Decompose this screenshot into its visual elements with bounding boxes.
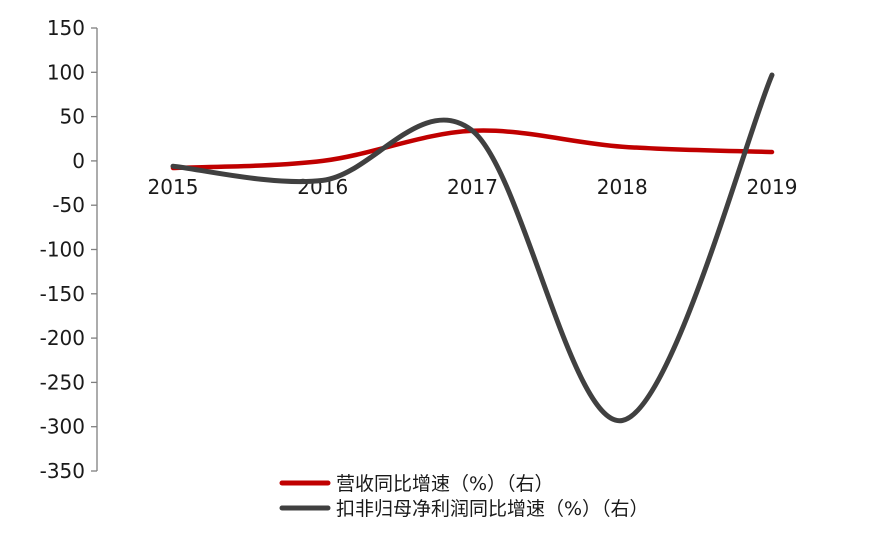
- y-tick-label-neg200: -200: [40, 326, 85, 350]
- x-category-label-2019: 2019: [747, 175, 798, 199]
- x-axis-category-labels: 2015 2016 2017 2018 2019: [148, 175, 798, 199]
- y-tick-label-neg300: -300: [40, 415, 85, 439]
- y-axis-tick-labels: 150 100 50 0 -50 -100 -150 -200 -250 -300 -350: [40, 16, 85, 483]
- y-tick-label-50: 50: [60, 105, 85, 129]
- y-tick-label-neg50: -50: [52, 193, 85, 217]
- y-axis-ticks: [91, 27, 97, 472]
- x-category-label-2015: 2015: [148, 175, 199, 199]
- y-tick-label-neg150: -150: [40, 282, 85, 306]
- y-tick-label-100: 100: [47, 60, 85, 84]
- series-lines: [170, 72, 775, 424]
- legend-label-net-profit-growth: 扣非归母净利润同比增速（%）（右）: [336, 498, 649, 520]
- legend-item-revenue-growth: 营收同比增速（%）（右）: [279, 473, 554, 495]
- legend: 营收同比增速（%）（右） 扣非归母净利润同比增速（%）（右）: [279, 473, 649, 520]
- x-category-label-2018: 2018: [597, 175, 648, 199]
- y-tick-label-neg250: -250: [40, 370, 85, 394]
- x-category-label-2017: 2017: [447, 175, 498, 199]
- y-tick-label-0: 0: [72, 149, 85, 173]
- series-line-net-profit-growth: [170, 72, 775, 424]
- legend-label-revenue-growth: 营收同比增速（%）（右）: [336, 473, 554, 495]
- series-line-revenue-growth: [170, 128, 775, 171]
- y-tick-label-neg350: -350: [40, 459, 85, 483]
- y-tick-label-150: 150: [47, 16, 85, 40]
- y-tick-label-neg100: -100: [40, 238, 85, 262]
- legend-item-net-profit-growth: 扣非归母净利润同比增速（%）（右）: [279, 498, 649, 520]
